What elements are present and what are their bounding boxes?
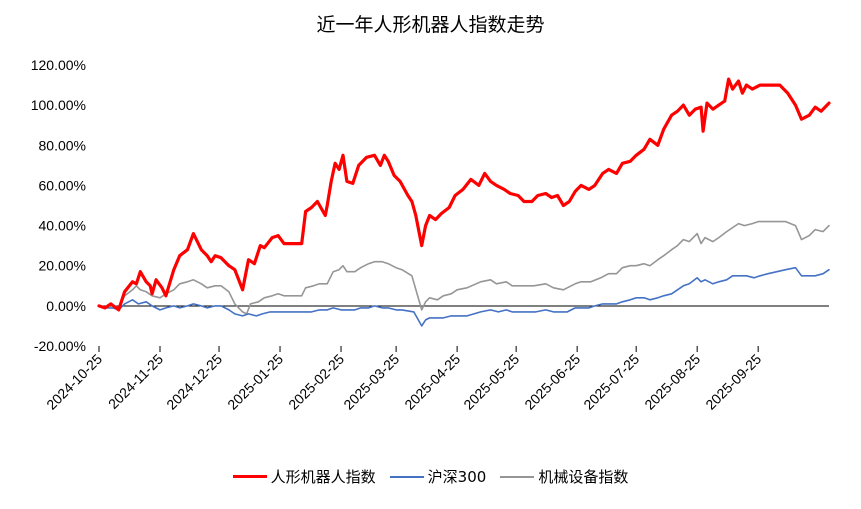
x-tick-label: 2025-06-25 [521, 351, 583, 413]
x-tick-label: 2025-01-25 [224, 351, 286, 413]
series-line-1 [98, 266, 830, 327]
x-tick-label: 2024-12-25 [163, 351, 225, 413]
y-tick-label: 0.00% [46, 298, 86, 314]
legend-swatch [232, 475, 267, 478]
x-tick-label: 2025-08-25 [641, 351, 703, 413]
x-tick-label: 2025-03-25 [340, 351, 402, 413]
legend-swatch [500, 475, 535, 478]
y-tick-label: 100.00% [31, 97, 86, 113]
x-tick-label: 2024-11-25 [105, 351, 166, 412]
x-tick-label: 2025-09-25 [702, 351, 764, 413]
y-tick-label: 40.00% [39, 218, 86, 234]
y-tick-label: 120.00% [31, 57, 86, 73]
legend-item: 沪深300 [389, 466, 487, 487]
y-tick-label: -20.00% [34, 338, 86, 354]
legend: 人形机器人指数 沪深300 机械设备指数 [0, 466, 861, 487]
legend-item: 机械设备指数 [500, 466, 628, 487]
series-layer [97, 77, 831, 327]
legend-label: 人形机器人指数 [270, 468, 376, 486]
x-tick-label: 2025-04-25 [401, 351, 463, 413]
series-line-2 [98, 220, 830, 315]
x-tick-label: 2025-05-25 [460, 351, 522, 413]
x-tick-label: 2025-02-25 [285, 351, 347, 413]
x-tick-label: 2024-10-25 [43, 351, 105, 413]
chart-title: 近一年人形机器人指数走势 [316, 14, 545, 36]
legend-label: 机械设备指数 [538, 468, 629, 486]
legend-item: 人形机器人指数 [232, 466, 376, 487]
y-axis: -20.00% 0.00% 20.00% 40.00% 60.00% 80.00% 100.… [31, 57, 86, 354]
y-tick-label: 80.00% [39, 137, 86, 153]
x-tick-label: 2025-07-25 [580, 351, 642, 413]
y-tick-label: 60.00% [39, 177, 86, 193]
legend-label: 沪深300 [427, 468, 487, 486]
legend-swatch [389, 475, 424, 478]
y-tick-label: 20.00% [39, 258, 86, 274]
series-line-0 [97, 77, 831, 312]
